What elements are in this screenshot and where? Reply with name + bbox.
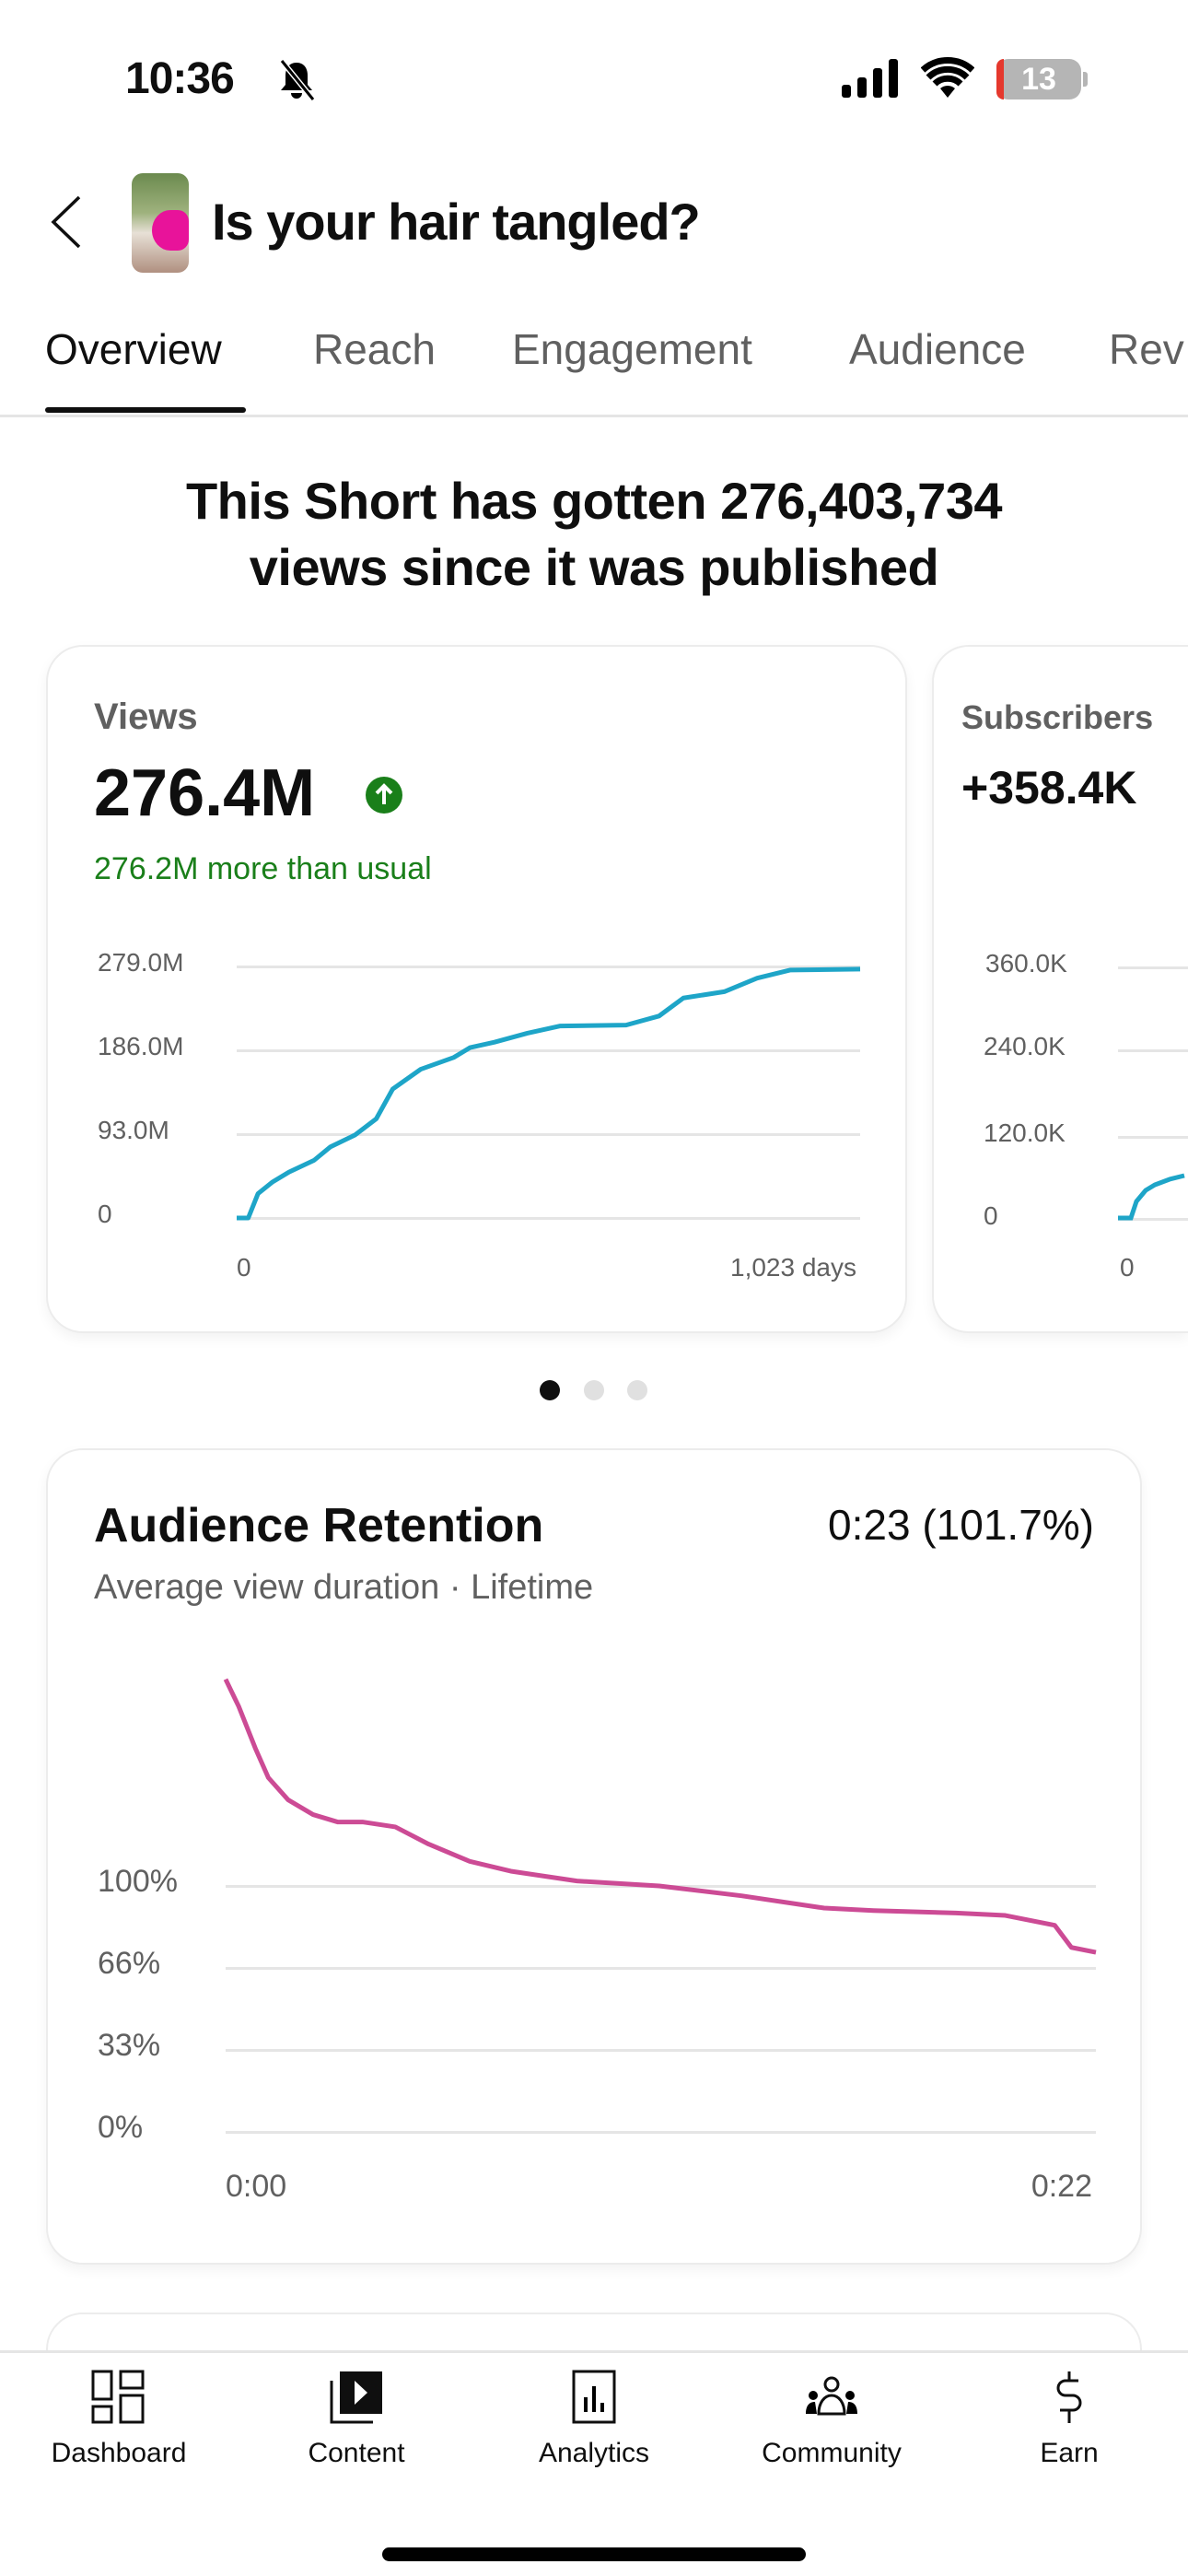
status-time: 10:36	[125, 54, 235, 103]
gridline	[1118, 1136, 1188, 1139]
gridline	[1118, 1218, 1188, 1221]
x-tick: 0	[1120, 1253, 1135, 1282]
analytics-icon	[572, 2370, 616, 2424]
dashboard-icon	[91, 2370, 145, 2424]
tab-reach[interactable]: Reach	[313, 325, 436, 373]
headline-line-1: This Short has gotten 276,403,734	[185, 472, 1003, 530]
carousel-dot[interactable]	[584, 1380, 604, 1400]
nav-label: Dashboard	[51, 2438, 187, 2468]
gridline	[226, 1967, 1096, 1970]
nav-analytics[interactable]: Analytics	[475, 2370, 713, 2469]
nav-label: Community	[762, 2438, 902, 2468]
x-tick: 0:00	[226, 2169, 287, 2204]
views-value: 276.4M	[94, 756, 316, 830]
tab-engagement[interactable]: Engagement	[512, 325, 752, 373]
video-thumbnail	[132, 173, 189, 273]
y-tick: 360.0K	[985, 949, 1067, 978]
x-tick: 0:22	[1031, 2169, 1092, 2204]
tab-audience[interactable]: Audience	[849, 325, 1026, 373]
wifi-icon	[921, 57, 974, 98]
content-icon	[330, 2371, 382, 2424]
dollar-icon	[1056, 2371, 1082, 2423]
y-tick: 186.0M	[98, 1032, 184, 1061]
headline: This Short has gotten 276,403,734 views …	[0, 468, 1188, 601]
video-title: Is your hair tangled?	[212, 193, 701, 251]
gridline	[237, 1049, 860, 1052]
series-line	[223, 1678, 1097, 1955]
bell-slash-icon	[279, 59, 316, 101]
y-tick: 33%	[98, 2028, 161, 2064]
carousel-dot-active[interactable]	[540, 1380, 560, 1400]
y-tick: 240.0K	[984, 1032, 1066, 1060]
series-line	[237, 966, 861, 1221]
battery-level: 13	[1021, 62, 1056, 97]
x-tick: 1,023 days	[730, 1253, 856, 1282]
gridline	[237, 966, 860, 968]
headline-line-2: views since it was published	[249, 538, 939, 596]
y-tick: 0%	[98, 2110, 144, 2146]
y-tick: 100%	[98, 1864, 178, 1900]
active-tab-indicator	[45, 407, 246, 413]
gridline	[226, 2049, 1096, 2052]
subscribers-value: +358.4K	[961, 762, 1137, 814]
gridline	[237, 1133, 860, 1136]
y-tick: 93.0M	[98, 1116, 169, 1145]
y-tick: 0	[984, 1201, 998, 1230]
chevron-left-icon[interactable]	[48, 193, 85, 251]
nav-label: Earn	[1040, 2438, 1099, 2468]
y-tick: 279.0M	[98, 948, 184, 978]
chart-svg	[223, 1678, 1097, 1955]
carousel-dot[interactable]	[627, 1380, 647, 1400]
signal-icon	[842, 59, 898, 98]
nav-content[interactable]: Content	[238, 2370, 475, 2469]
x-tick: 0	[237, 1253, 251, 1282]
nav-dashboard[interactable]: Dashboard	[0, 2370, 238, 2469]
y-tick: 66%	[98, 1946, 161, 1982]
battery-icon: 13	[996, 59, 1081, 100]
subscribers-label: Subscribers	[961, 698, 1154, 736]
gridline	[237, 1217, 860, 1220]
nav-label: Content	[308, 2438, 405, 2468]
chart-svg	[237, 966, 861, 1221]
nav-earn[interactable]: Earn	[950, 2370, 1188, 2469]
views-card[interactable]: Views 276.4M 276.2M more than usual 279.…	[46, 645, 907, 1333]
retention-card[interactable]: Audience Retention 0:23 (101.7%) Average…	[46, 1448, 1142, 2265]
views-comparison: 276.2M more than usual	[94, 851, 432, 886]
views-label: Views	[94, 697, 198, 737]
retention-title: Audience Retention	[94, 1499, 544, 1552]
y-tick: 0	[98, 1200, 112, 1229]
nav-label: Analytics	[538, 2438, 650, 2468]
gridline	[226, 2131, 1096, 2134]
gridline	[1118, 966, 1188, 969]
y-tick: 120.0K	[984, 1118, 1066, 1147]
community-icon	[806, 2376, 857, 2416]
nav-community[interactable]: Community	[713, 2370, 950, 2469]
tab-revenue[interactable]: Rev	[1109, 325, 1184, 373]
home-indicator	[382, 2547, 806, 2561]
subscribers-card[interactable]: Subscribers +358.4K 360.0K 240.0K 120.0K…	[932, 645, 1188, 1333]
gridline	[1118, 1049, 1188, 1052]
subscribers-line	[1118, 1173, 1185, 1221]
retention-subtitle: Average view duration · Lifetime	[94, 1568, 594, 1607]
bottom-nav: Dashboard Content Analytics Community Ea…	[0, 2350, 1188, 2576]
arrow-up-circle-icon	[366, 777, 402, 814]
retention-value: 0:23 (101.7%)	[828, 1501, 1094, 1549]
tab-divider	[0, 415, 1188, 417]
tab-overview[interactable]: Overview	[45, 325, 222, 373]
